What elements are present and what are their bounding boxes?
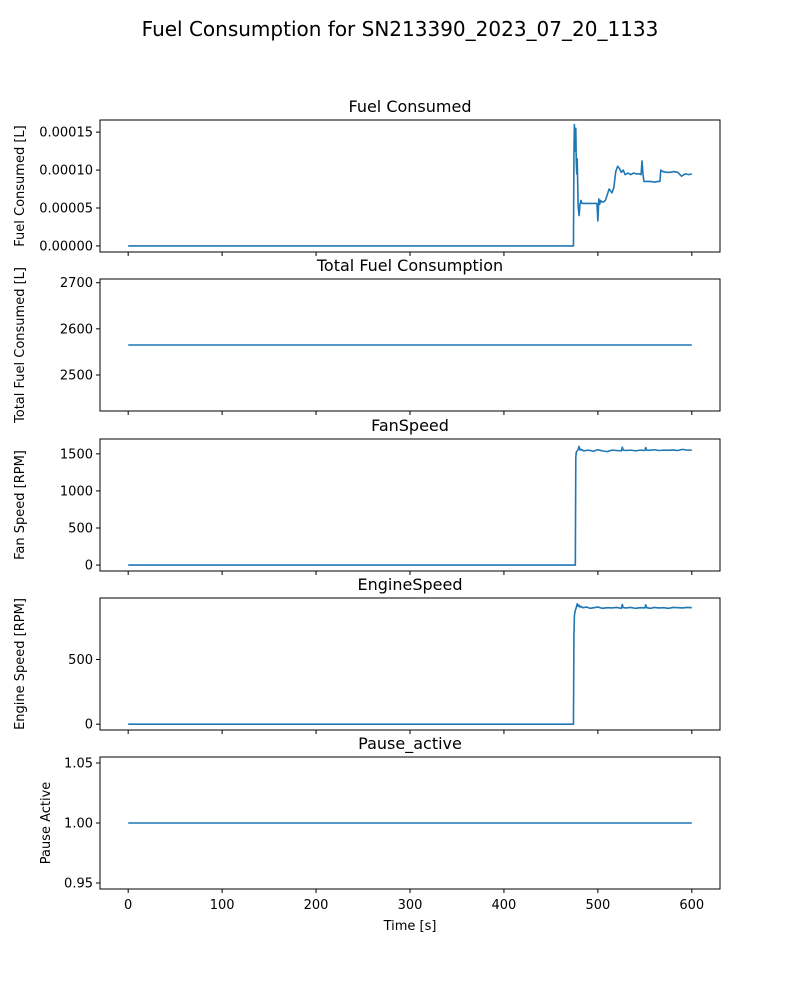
series-line-fuel-consumed bbox=[128, 123, 693, 247]
y-axis-label-fuel-consumed: Fuel Consumed [L] bbox=[13, 125, 28, 246]
y-tick-fanspeed: 0 bbox=[85, 559, 100, 574]
subplots-group: Fuel Consumed Fuel Consumed [L] 0.00000 0.0… bbox=[13, 97, 721, 913]
x-tick-label: 500 bbox=[585, 898, 610, 913]
y-tick-fuel-consumed: 0.00015 bbox=[39, 126, 100, 141]
y-tick-label: 2700 bbox=[60, 276, 93, 291]
x-tick-pause-active: 500 bbox=[585, 889, 610, 913]
y-tick-fanspeed: 1000 bbox=[60, 484, 100, 499]
y-tick-label: 0.00015 bbox=[39, 126, 93, 141]
subplot-title-pause-active: Pause_active bbox=[358, 734, 462, 754]
y-tick-label: 0 bbox=[85, 559, 93, 574]
x-tick-label: 400 bbox=[492, 898, 517, 913]
y-tick-label: 0.00005 bbox=[39, 202, 93, 217]
y-tick-fuel-consumed: 0.00010 bbox=[39, 164, 100, 179]
y-tick-enginespeed: 500 bbox=[68, 653, 100, 668]
y-tick-label: 1.00 bbox=[64, 817, 93, 832]
y-tick-fanspeed: 1500 bbox=[60, 447, 100, 462]
x-tick-label: 100 bbox=[210, 898, 235, 913]
y-tick-pause-active: 0.95 bbox=[64, 877, 100, 892]
axes-frame-total-fuel-consumption bbox=[99, 278, 721, 412]
x-tick-label: 600 bbox=[679, 898, 704, 913]
y-tick-label: 500 bbox=[68, 521, 93, 536]
y-tick-pause-active: 1.00 bbox=[64, 817, 100, 832]
y-axis-label-fanspeed: Fan Speed [RPM] bbox=[13, 450, 28, 560]
figure-title: Fuel Consumption for SN213390_2023_07_20… bbox=[142, 17, 659, 41]
subplot-title-total-fuel-consumption: Total Fuel Consumption bbox=[316, 256, 503, 275]
y-tick-pause-active: 1.05 bbox=[64, 757, 100, 772]
y-tick-label: 0.00000 bbox=[39, 239, 93, 254]
axes-frame-fuel-consumed bbox=[99, 119, 721, 253]
y-tick-label: 1.05 bbox=[64, 757, 93, 772]
subplot-title-fanspeed: FanSpeed bbox=[371, 416, 449, 435]
x-tick-pause-active: 0 bbox=[124, 889, 132, 913]
y-tick-fuel-consumed: 0.00005 bbox=[39, 202, 100, 217]
x-tick-pause-active: 400 bbox=[492, 889, 517, 913]
series-line-enginespeed bbox=[128, 603, 692, 725]
y-tick-fanspeed: 500 bbox=[68, 521, 100, 536]
y-tick-label: 0 bbox=[85, 718, 93, 733]
axes-frame-pause-active bbox=[99, 756, 721, 890]
x-axis-label: Time [s] bbox=[383, 919, 437, 934]
y-tick-enginespeed: 0 bbox=[85, 718, 100, 733]
x-tick-pause-active: 300 bbox=[398, 889, 423, 913]
subplot-total-fuel-consumption: Total Fuel Consumption Total Fuel Consume… bbox=[13, 256, 721, 424]
axes-frame-fanspeed bbox=[99, 438, 721, 572]
x-tick-pause-active: 200 bbox=[304, 889, 329, 913]
subplot-fanspeed: FanSpeed Fan Speed [RPM] 0 500 1000 1500 bbox=[13, 416, 721, 575]
x-tick-label: 200 bbox=[304, 898, 329, 913]
subplot-enginespeed: EngineSpeed Engine Speed [RPM] 0 500 bbox=[13, 575, 721, 734]
y-tick-total-fuel-consumption: 2700 bbox=[60, 276, 100, 291]
y-tick-label: 1500 bbox=[60, 447, 93, 462]
y-axis-label-total-fuel-consumption: Total Fuel Consumed [L] bbox=[13, 267, 28, 424]
subplot-title-enginespeed: EngineSpeed bbox=[358, 575, 463, 594]
subplot-title-fuel-consumed: Fuel Consumed bbox=[348, 97, 471, 116]
y-axis-label-enginespeed: Engine Speed [RPM] bbox=[13, 598, 28, 730]
y-tick-label: 2500 bbox=[60, 369, 93, 384]
y-tick-label: 500 bbox=[68, 653, 93, 668]
series-line-fanspeed bbox=[128, 445, 692, 566]
x-tick-pause-active: 100 bbox=[210, 889, 235, 913]
y-tick-label: 2600 bbox=[60, 322, 93, 337]
y-axis-label-pause-active: Pause Active bbox=[39, 782, 54, 865]
subplot-fuel-consumed: Fuel Consumed Fuel Consumed [L] 0.00000 0.0… bbox=[13, 97, 721, 256]
y-tick-total-fuel-consumption: 2600 bbox=[60, 322, 100, 337]
x-tick-label: 0 bbox=[124, 898, 132, 913]
y-tick-label: 0.95 bbox=[64, 877, 93, 892]
y-tick-label: 0.00010 bbox=[39, 164, 93, 179]
y-tick-total-fuel-consumption: 2500 bbox=[60, 369, 100, 384]
y-tick-label: 1000 bbox=[60, 484, 93, 499]
x-tick-pause-active: 600 bbox=[679, 889, 704, 913]
axes-frame-enginespeed bbox=[99, 597, 721, 731]
x-tick-label: 300 bbox=[398, 898, 423, 913]
y-tick-fuel-consumed: 0.00000 bbox=[39, 239, 100, 254]
subplot-pause-active: Pause_active Pause Active 0.95 1.00 1.05 0 100… bbox=[39, 734, 721, 913]
